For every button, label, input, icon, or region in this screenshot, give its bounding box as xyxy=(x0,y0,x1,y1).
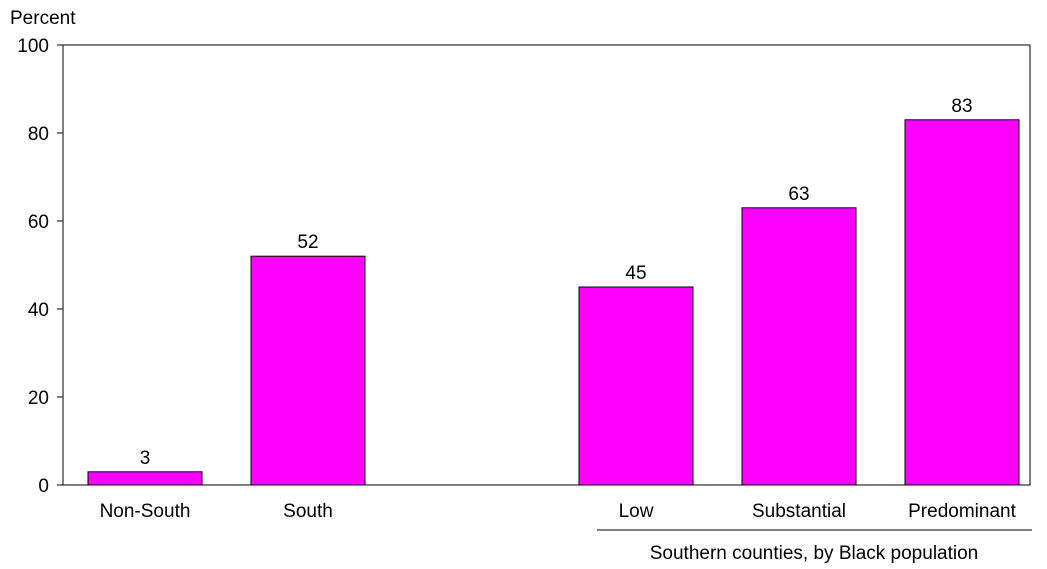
data-label: 45 xyxy=(625,263,646,284)
data-label: 83 xyxy=(951,96,972,117)
category-label: Non-South xyxy=(100,501,191,522)
data-label: 3 xyxy=(140,448,151,469)
plot-frame xyxy=(62,44,1031,486)
bar-south xyxy=(250,255,366,486)
y-tick-label: 40 xyxy=(28,300,49,321)
plot-area xyxy=(62,44,1031,486)
bar-predominant xyxy=(904,119,1020,486)
category-label: South xyxy=(283,501,333,522)
category-labels: Non-South South Low Substantial Predominant xyxy=(100,501,1017,522)
y-tick-label: 20 xyxy=(28,388,49,409)
bar-non-south xyxy=(87,471,203,486)
bars xyxy=(87,119,1020,486)
y-tick-label: 80 xyxy=(28,124,49,145)
data-label: 63 xyxy=(788,184,809,205)
data-labels: 3 52 45 63 83 xyxy=(140,96,973,469)
y-axis-ticks: 0 20 40 60 80 100 xyxy=(17,36,63,497)
group-label: Southern counties, by Black population xyxy=(650,543,979,564)
category-label: Substantial xyxy=(752,501,846,522)
y-axis-label: Percent xyxy=(10,8,76,29)
data-label: 52 xyxy=(297,232,318,253)
y-tick-label: 100 xyxy=(17,36,49,57)
category-label: Predominant xyxy=(908,501,1016,522)
y-tick-label: 60 xyxy=(28,212,49,233)
bar-substantial xyxy=(741,207,857,486)
bar-low xyxy=(578,286,694,486)
y-tick-label: 0 xyxy=(38,476,49,497)
category-label: Low xyxy=(619,501,654,522)
